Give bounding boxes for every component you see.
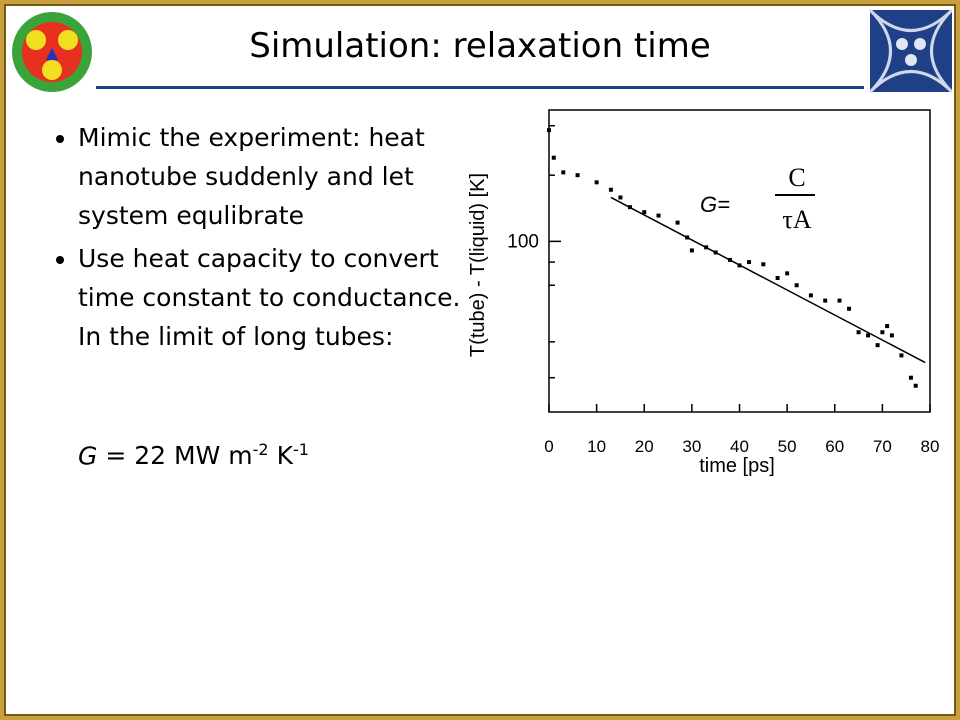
- data-point: [808, 293, 813, 298]
- result-symbol: G: [78, 441, 98, 471]
- data-point: [880, 330, 885, 335]
- y-tick-label: 100: [507, 231, 539, 252]
- formula-denominator: τA: [782, 205, 811, 234]
- logo-left: [12, 12, 92, 92]
- data-point: [727, 257, 732, 262]
- result-text: = 22 MW m: [105, 441, 253, 471]
- data-point: [551, 155, 556, 160]
- data-point: [689, 248, 694, 253]
- data-point: [908, 375, 913, 380]
- data-point: [761, 262, 766, 267]
- y-axis-label: T(tube) - T(liquid) [K]: [467, 173, 489, 357]
- x-tick-label: 60: [825, 437, 844, 456]
- bullet-list: Mimic the experiment: heat nanotube sudd…: [40, 118, 488, 360]
- data-point: [575, 173, 580, 178]
- x-axis-label: time [ps]: [699, 455, 775, 477]
- data-point: [704, 245, 709, 250]
- x-tick-label: 20: [635, 437, 654, 456]
- data-point: [889, 333, 894, 338]
- data-point: [608, 187, 613, 192]
- x-tick-label: 30: [682, 437, 701, 456]
- data-point: [656, 213, 661, 218]
- data-point: [627, 205, 632, 210]
- fit-line: [610, 196, 926, 364]
- slide-title: Simulation: relaxation time: [249, 26, 711, 66]
- result: G = 22 MW m-2 K-1: [78, 440, 309, 470]
- result-unit: K: [276, 441, 293, 471]
- x-tick-label: 80: [921, 437, 940, 456]
- data-point: [885, 324, 890, 329]
- data-point: [875, 343, 880, 348]
- data-point: [642, 210, 647, 215]
- data-point: [785, 271, 790, 276]
- data-point: [747, 260, 752, 265]
- data-point: [847, 306, 852, 311]
- logo-right: [868, 8, 954, 94]
- data-point: [685, 235, 690, 240]
- data-point: [675, 220, 680, 225]
- data-point: [547, 128, 551, 133]
- data-point: [594, 180, 599, 185]
- data-point: [737, 263, 742, 268]
- x-tick-label: 50: [778, 437, 797, 456]
- result-exponent: -1: [292, 440, 309, 459]
- bullet: Mimic the experiment: heat nanotube sudd…: [78, 118, 488, 235]
- data-point: [899, 353, 904, 358]
- data-point: [866, 333, 871, 338]
- bullet: Use heat capacity to convert time consta…: [78, 239, 488, 356]
- data-point: [856, 330, 861, 335]
- plot-frame: [548, 109, 931, 413]
- result-exponent: -2: [252, 440, 269, 459]
- data-point: [794, 283, 799, 288]
- x-tick-label: 0: [544, 437, 553, 456]
- formula-lhs: G=: [700, 192, 730, 217]
- x-tick-label: 70: [873, 437, 892, 456]
- title-rule: [96, 86, 864, 89]
- data-point: [713, 250, 718, 255]
- formula-numerator: C: [788, 163, 805, 192]
- data-point: [823, 298, 828, 303]
- x-tick-label: 40: [730, 437, 749, 456]
- data-point: [561, 170, 566, 175]
- data-point: [913, 383, 918, 388]
- data-point: [618, 195, 623, 200]
- x-tick-label: 10: [587, 437, 606, 456]
- data-point: [837, 298, 842, 303]
- data-point: [775, 276, 780, 281]
